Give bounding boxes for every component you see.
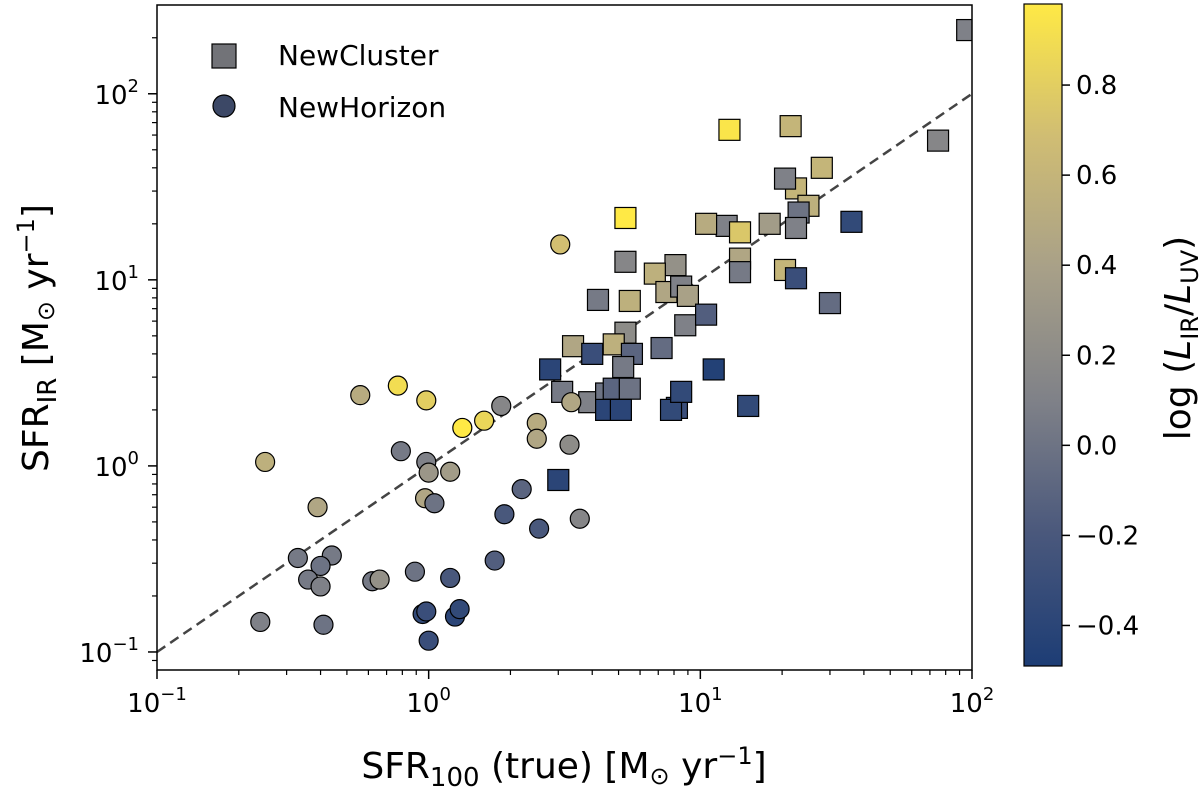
legend-label-newcluster: NewCluster	[278, 39, 439, 72]
newcluster-point	[586, 288, 610, 312]
newcluster-point	[840, 210, 863, 233]
colorbar-tick-label: −0.2	[1076, 521, 1139, 551]
newhorizon-point	[440, 461, 461, 482]
newhorizon-point	[561, 392, 582, 413]
newhorizon-point	[255, 451, 276, 473]
newcluster-point	[718, 118, 741, 141]
newcluster-point	[547, 468, 570, 492]
colorbar-tick-label: 0.6	[1076, 161, 1117, 191]
newcluster-point	[784, 267, 808, 290]
legend-marker-newhorizon	[212, 94, 236, 118]
newcluster-point	[618, 289, 641, 313]
newhorizon-point	[387, 375, 408, 396]
x-tick-label: 101	[678, 684, 723, 719]
axis-ticks: 10−1 100 101 102 10−1 100 101 102	[79, 37, 995, 719]
newhorizon-point	[511, 479, 532, 500]
newcluster-point	[614, 250, 637, 273]
newhorizon-point	[369, 569, 390, 590]
newhorizon-point	[390, 441, 411, 462]
colorbar-tick-label: 0.8	[1076, 71, 1117, 101]
newhorizon-point	[404, 561, 426, 582]
newhorizon-point	[550, 234, 571, 255]
newcluster-point	[612, 355, 635, 379]
newhorizon-point	[424, 493, 445, 514]
newcluster-point	[609, 398, 632, 421]
newcluster-point	[926, 129, 950, 152]
legend: NewCluster NewHorizon	[211, 39, 446, 124]
newcluster-point	[737, 394, 760, 418]
newcluster-point	[694, 303, 718, 326]
y-tick-label: 10−1	[79, 634, 139, 669]
newcluster-point	[773, 167, 797, 190]
newcluster-point	[818, 291, 842, 315]
newcluster-point	[581, 342, 604, 365]
y-tick-label: 100	[94, 448, 139, 483]
newhorizon-point	[350, 385, 371, 406]
newhorizon-point	[418, 462, 439, 483]
newhorizon-point	[287, 547, 308, 569]
newhorizon-point	[307, 497, 328, 518]
newhorizon-point	[474, 410, 495, 431]
data-points	[250, 18, 972, 651]
newhorizon-point	[569, 508, 590, 529]
newcluster-point	[539, 358, 562, 381]
newcluster-point	[670, 380, 693, 403]
newcluster-point	[728, 221, 752, 244]
x-axis-label: SFR100 (true) [M⊙ yr−1]	[361, 742, 766, 791]
newhorizon-point	[526, 428, 547, 449]
newcluster-point	[694, 212, 718, 235]
colorbar-label: log (LIR/LUV)	[1158, 236, 1200, 440]
colorbar-tick-label: −0.4	[1076, 611, 1139, 641]
newhorizon-point	[418, 630, 439, 651]
newhorizon-point	[449, 598, 470, 620]
colorbar-tick-label: 0.0	[1076, 431, 1117, 461]
newhorizon-point	[416, 601, 437, 622]
newcluster-point	[674, 314, 697, 337]
y-tick-label: 101	[94, 262, 139, 297]
colorbar-tick-label: 0.4	[1076, 251, 1117, 281]
plot-frame	[156, 4, 973, 671]
newcluster-point	[728, 261, 752, 284]
y-tick-label: 102	[94, 76, 139, 111]
newhorizon-point	[529, 518, 550, 539]
x-tick-label: 10−1	[127, 684, 187, 719]
newcluster-point	[561, 335, 585, 358]
newcluster-point	[650, 336, 673, 360]
newcluster-point	[956, 18, 972, 42]
newcluster-point	[643, 262, 666, 285]
newcluster-point	[810, 156, 833, 179]
newhorizon-point	[491, 395, 512, 417]
newcluster-point	[784, 216, 808, 240]
newhorizon-point	[250, 611, 271, 633]
newcluster-point	[702, 358, 725, 381]
newcluster-point	[676, 284, 700, 307]
newhorizon-point	[452, 417, 473, 439]
x-tick-label: 100	[406, 684, 451, 719]
x-tick-label: 102	[950, 684, 995, 719]
legend-marker-newcluster	[211, 43, 237, 69]
newcluster-point	[614, 206, 637, 230]
newhorizon-point	[313, 614, 334, 635]
one-to-one-reference-line	[157, 92, 972, 653]
newhorizon-point	[559, 434, 580, 455]
newhorizon-point	[494, 504, 515, 525]
colorbar	[1023, 3, 1063, 667]
newhorizon-point	[310, 576, 331, 597]
colorbar-ticks: −0.4 −0.2 0.0 0.2 0.4 0.6 0.8	[1062, 71, 1139, 641]
legend-label-newhorizon: NewHorizon	[278, 91, 446, 124]
series-newhorizon	[250, 234, 590, 651]
newcluster-point	[664, 254, 687, 277]
newcluster-point	[779, 115, 802, 138]
newhorizon-point	[440, 567, 461, 589]
y-axis-label: SFRIR [M⊙ yr−1]	[12, 204, 63, 472]
newhorizon-point	[310, 555, 331, 577]
series-newcluster	[539, 18, 972, 492]
newcluster-point	[758, 212, 781, 235]
newhorizon-point	[416, 390, 437, 411]
newcluster-point	[618, 377, 641, 400]
newhorizon-point	[484, 550, 505, 571]
colorbar-tick-label: 0.2	[1076, 341, 1117, 371]
